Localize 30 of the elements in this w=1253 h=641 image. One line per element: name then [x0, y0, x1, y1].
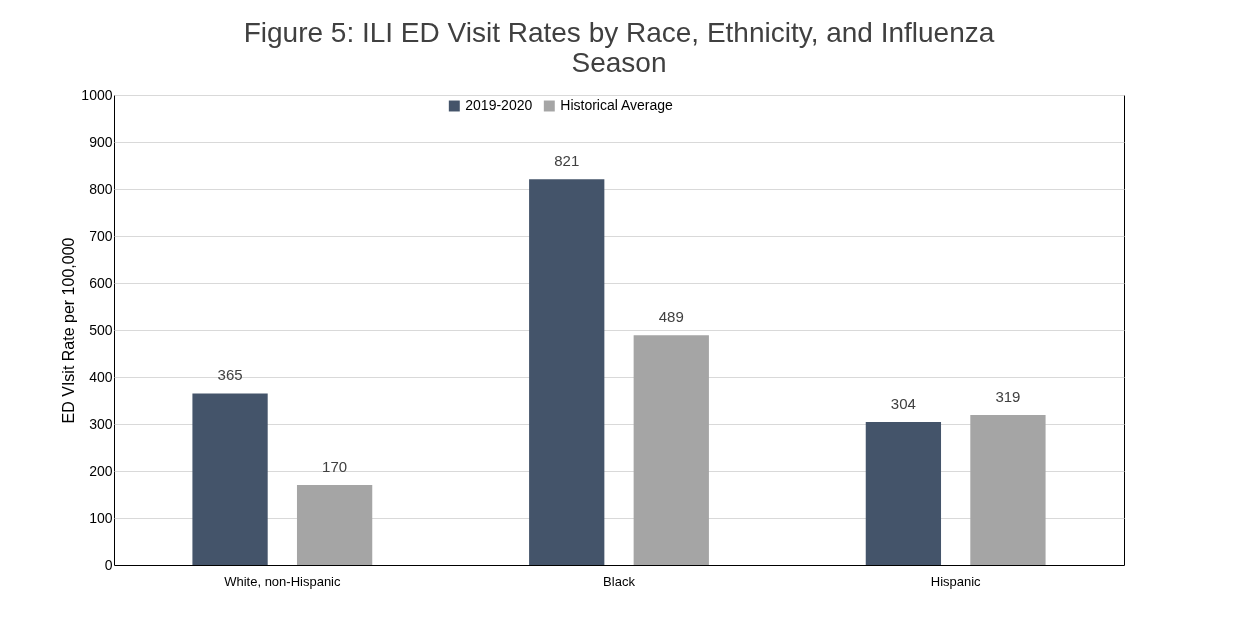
- data-label: 170: [322, 458, 348, 476]
- bar: [192, 393, 268, 565]
- bar: [296, 485, 373, 565]
- legend-label: 2019-2020: [465, 97, 533, 113]
- y-tick-label: 200: [89, 462, 113, 479]
- data-label: 304: [890, 395, 916, 413]
- bar: [970, 415, 1046, 565]
- x-tick-label: White, non-Hispanic: [224, 573, 341, 589]
- data-label: 821: [554, 152, 580, 170]
- bar: [529, 179, 605, 565]
- y-axis-title: ED VIsit Rate per 100,000: [60, 237, 78, 424]
- y-tick-label: 900: [89, 133, 113, 150]
- y-tick-label: 0: [104, 556, 113, 573]
- x-tick-label: Black: [603, 573, 636, 589]
- y-tick-label: 500: [89, 321, 113, 338]
- y-tick-label: 300: [89, 415, 113, 432]
- y-tick-label: 800: [89, 180, 113, 197]
- y-tick-label: 1000: [81, 86, 113, 103]
- legend-label: Historical Average: [560, 97, 674, 113]
- y-tick-label: 400: [89, 368, 113, 385]
- y-tick-label: 100: [89, 509, 113, 526]
- chart-title: Figure 5: ILI ED Visit Rates by Race, Ethnicity, and Influenza Season: [243, 17, 995, 78]
- data-label: 319: [995, 388, 1021, 406]
- x-tick-label: Hispanic: [930, 573, 982, 589]
- y-tick-label: 700: [89, 227, 113, 244]
- data-label: 365: [217, 366, 243, 384]
- data-label: 489: [658, 308, 684, 326]
- bar: [865, 422, 942, 565]
- y-tick-label: 600: [89, 274, 113, 291]
- bar: [633, 335, 709, 565]
